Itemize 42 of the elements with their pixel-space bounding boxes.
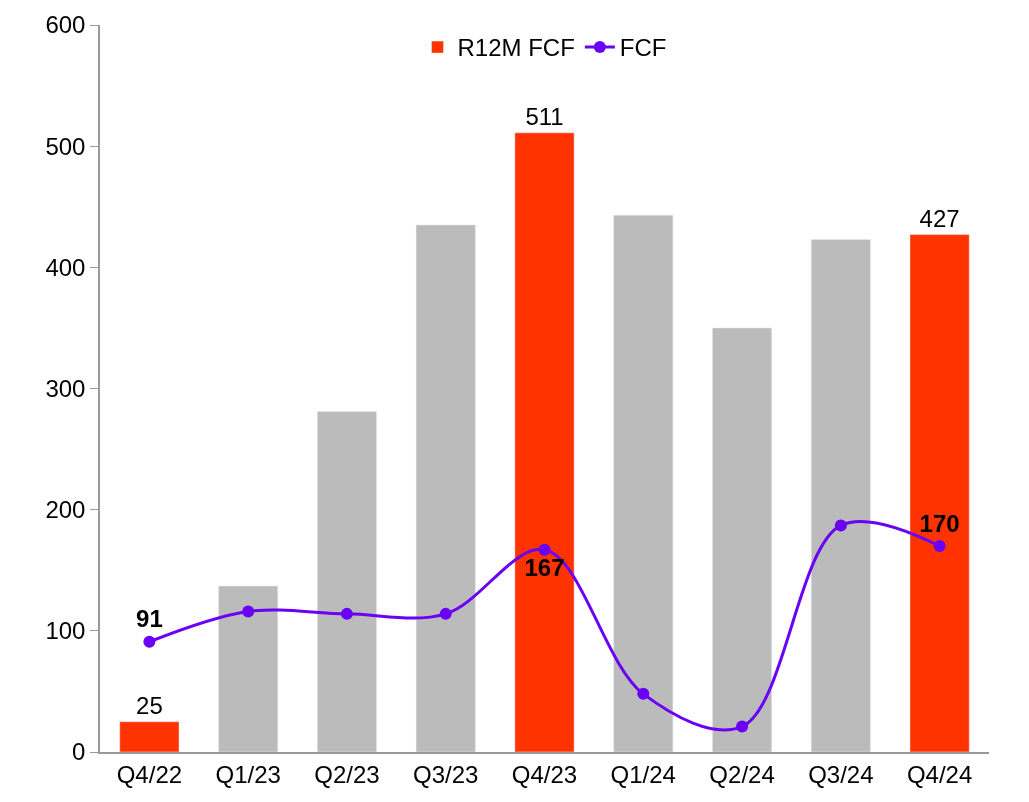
x-tick-label: Q4/23: [511, 760, 578, 788]
x-tick-label: Q3/23: [413, 760, 479, 788]
x-tick-label: Q1/24: [610, 760, 676, 788]
legend-label: R12M FCF: [457, 34, 575, 62]
y-tick-label: 500: [45, 132, 86, 160]
bar: [909, 234, 970, 752]
y-tick-label: 0: [72, 738, 86, 766]
point: [538, 543, 551, 556]
x-tick-label: Q4/22: [116, 760, 183, 788]
point: [637, 687, 650, 700]
x-tick-label: Q3/24: [808, 760, 874, 788]
bar: [712, 327, 772, 752]
legend-label: FCF: [619, 34, 667, 62]
bar: [415, 224, 476, 752]
point: [340, 607, 353, 620]
bar: [317, 411, 377, 752]
bar: [514, 132, 575, 752]
point: [242, 605, 255, 618]
y-tick-label: 100: [45, 617, 86, 645]
data-label: 511: [525, 102, 564, 130]
point: [736, 720, 749, 733]
y-tick-label: 400: [45, 253, 86, 281]
x-tick-label: Q2/24: [709, 760, 775, 788]
bar: [613, 214, 674, 752]
point: [933, 540, 946, 553]
point: [439, 607, 452, 620]
y-tick-label: 200: [45, 496, 86, 524]
x-tick-label: Q1/23: [215, 760, 281, 788]
point: [834, 519, 847, 532]
data-label: 25: [136, 691, 163, 719]
bar: [810, 239, 871, 752]
x-tick-label: Q4/24: [906, 760, 973, 788]
data-label: 427: [919, 204, 960, 232]
data-label: 167: [524, 554, 565, 582]
bar: [119, 721, 180, 752]
data-label: 170: [919, 509, 960, 537]
data-label: 91: [136, 605, 163, 633]
point: [143, 635, 156, 648]
x-tick-label: Q2/23: [314, 760, 380, 788]
bar: [218, 585, 279, 752]
y-tick-label: 300: [45, 374, 86, 402]
y-tick-label: 600: [45, 11, 86, 39]
